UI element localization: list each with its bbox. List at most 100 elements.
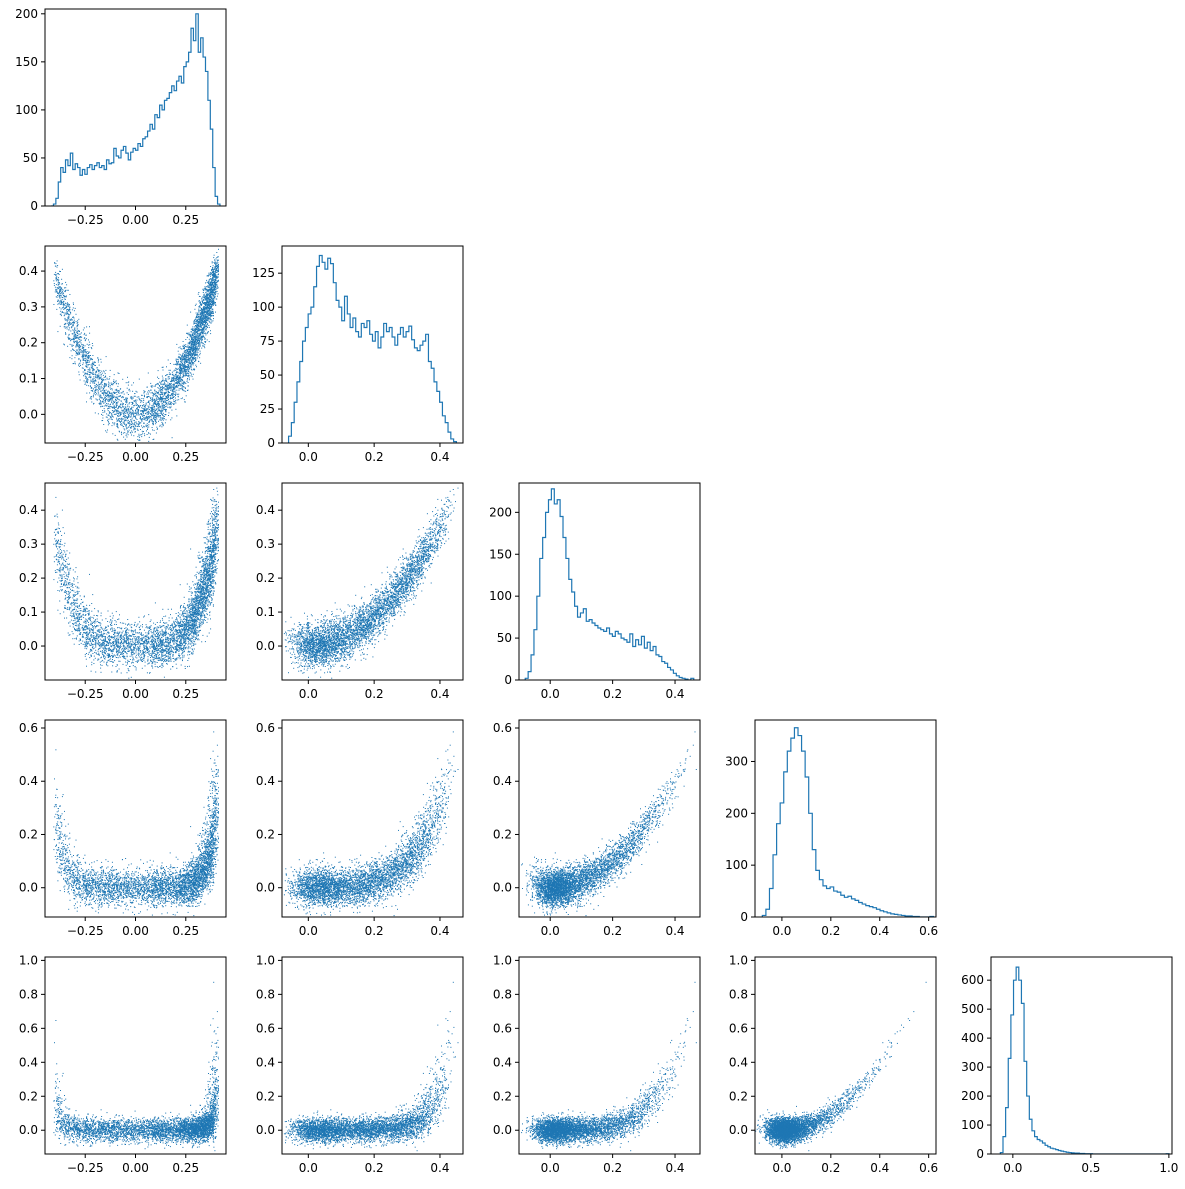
scatter-point: [113, 401, 115, 403]
scatter-point: [158, 393, 160, 395]
scatter-point: [140, 429, 141, 430]
scatter-point: [188, 353, 190, 355]
scatter-point: [213, 273, 215, 274]
scatter-point: [68, 338, 70, 339]
scatter-point: [83, 327, 85, 329]
scatter-point: [84, 374, 86, 376]
scatter-point: [100, 390, 102, 392]
scatter-point: [180, 398, 182, 400]
scatter-point: [168, 627, 170, 629]
scatter-point: [217, 264, 219, 266]
scatter-point: [92, 373, 94, 375]
scatter-point: [160, 415, 161, 416]
scatter-point: [88, 385, 90, 387]
scatter-point: [159, 659, 161, 661]
scatter-point: [166, 366, 167, 368]
scatter-point: [103, 628, 105, 630]
scatter-point: [108, 423, 110, 425]
scatter-point: [96, 370, 98, 372]
scatter-point: [118, 395, 120, 397]
scatter-point: [161, 426, 163, 428]
scatter-point: [205, 301, 207, 303]
scatter-point: [207, 296, 209, 298]
scatter-point: [185, 344, 187, 346]
scatter-point: [192, 350, 194, 352]
scatter-point: [163, 392, 165, 394]
scatter-point: [119, 395, 121, 397]
scatter-point: [210, 303, 211, 305]
scatter-point: [204, 336, 206, 338]
scatter-point: [102, 417, 104, 419]
scatter-point: [62, 311, 63, 313]
scatter-point: [190, 350, 192, 352]
scatter-point: [159, 425, 161, 427]
scatter-point: [209, 307, 211, 309]
scatter-point: [182, 379, 183, 381]
scatter-point: [88, 355, 90, 356]
scatter-point: [66, 319, 68, 321]
scatter-point: [205, 322, 207, 324]
scatter-point: [200, 331, 202, 333]
scatter-point: [208, 325, 210, 326]
scatter-point: [206, 308, 208, 310]
scatter-point: [211, 289, 213, 291]
scatter-point: [203, 309, 205, 311]
scatter-point: [191, 648, 193, 650]
scatter-point: [175, 363, 177, 365]
scatter-point: [152, 399, 154, 401]
scatter-point: [87, 382, 88, 384]
scatter-point: [162, 396, 164, 398]
scatter-point: [159, 410, 161, 412]
scatter-point: [194, 357, 196, 359]
scatter-point: [211, 286, 213, 288]
scatter-point: [85, 362, 87, 364]
scatter-point: [97, 357, 99, 359]
scatter-point: [173, 396, 175, 397]
scatter-point: [85, 376, 87, 378]
scatter-point: [81, 350, 82, 352]
scatter-point: [59, 297, 61, 299]
scatter-point: [140, 422, 142, 424]
scatter-point: [215, 274, 217, 276]
scatter-point: [187, 353, 189, 355]
scatter-point: [162, 619, 164, 621]
scatter-point: [212, 295, 214, 297]
scatter-point: [103, 388, 104, 389]
scatter-point: [78, 374, 80, 376]
scatter-point: [84, 384, 86, 385]
scatter-point: [114, 397, 116, 399]
scatter-point: [197, 316, 199, 318]
scatter-point: [98, 375, 100, 377]
scatter-point: [112, 406, 114, 408]
scatter-point: [154, 411, 155, 413]
scatter-point: [124, 438, 126, 440]
scatter-point: [180, 367, 182, 369]
scatter-point: [57, 265, 59, 266]
scatter-point: [199, 326, 201, 328]
scatter-point: [211, 304, 213, 306]
scatter-point: [198, 330, 200, 332]
scatter-point: [107, 403, 109, 405]
scatter-point: [206, 311, 208, 313]
scatter-point: [65, 595, 66, 597]
scatter-point: [209, 285, 211, 287]
scatter-point: [182, 368, 184, 369]
scatter-point: [210, 312, 212, 314]
scatter-point: [145, 417, 147, 419]
scatter-point: [92, 382, 94, 384]
scatter-point: [110, 392, 112, 394]
scatter-point: [63, 315, 65, 317]
scatter-point: [157, 376, 158, 378]
scatter-point: [208, 288, 210, 290]
scatter-point: [186, 355, 188, 356]
scatter-point: [144, 419, 146, 421]
scatter-point: [69, 319, 71, 321]
scatter-point: [212, 297, 214, 299]
scatter-point: [196, 317, 198, 319]
scatter-point: [94, 364, 96, 366]
scatter-point: [68, 329, 70, 331]
scatter-point: [177, 358, 179, 360]
scatter-point: [77, 338, 79, 339]
scatter-point: [188, 367, 190, 369]
scatter-point: [142, 411, 144, 413]
